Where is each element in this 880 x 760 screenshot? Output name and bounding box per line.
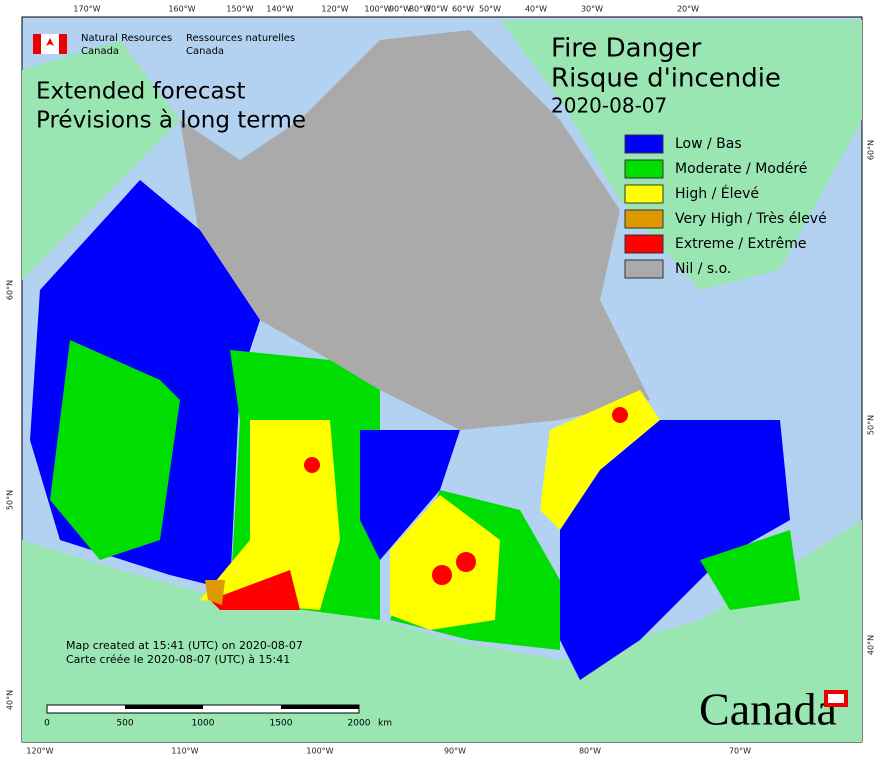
lon-label: 160°W [168,5,195,14]
lat-label: 60°N [867,140,876,160]
title: Risque d'incendie [551,64,781,94]
legend: Low / Bas Moderate / Modéré High / Élevé Ve… [624,134,827,279]
lon-label: 150°W [226,5,253,14]
legend-swatch [624,234,664,254]
note: Map created at 15:41 (UTC) on 2020-08-07 [66,639,303,652]
lon-label: 100°W [364,5,391,14]
flag-leaf [46,38,54,46]
scale-bar-seg [125,705,203,709]
scale-bar: 0 500 1000 1500 2000 km [44,704,392,729]
lon-label: 30°W [581,5,603,14]
legend-label: Low / Bas [675,136,742,152]
legend-label: Nil / s.o. [675,261,731,277]
scale-label: 500 [116,719,133,729]
lon-label: 140°W [266,5,293,14]
lon-label: 20°W [677,5,699,14]
title: Fire Danger [551,34,702,64]
ontario-high [390,495,500,630]
lon-label: 60°W [452,5,474,14]
prairie-very-high [205,580,225,605]
flag-bar [33,34,41,54]
agency-en: Natural Resources [81,33,172,44]
agency-fr: Canada [186,46,224,57]
quebec-high [540,390,660,530]
scale-label: 1000 [192,719,215,729]
lon-label: 120°W [321,5,348,14]
legend-label: Moderate / Modéré [675,161,807,177]
lat-label: 50°N [6,490,15,510]
lon-label: 70°W [426,5,448,14]
legend-swatch [624,134,664,154]
scale-label: 1500 [270,719,293,729]
scale-label: 0 [44,719,50,729]
legend-swatch [624,159,664,179]
alaska [22,40,180,280]
lat-label: 50°N [867,415,876,435]
lon-label: 80°W [579,747,601,756]
lon-label: 110°W [171,747,198,756]
legend-label: High / Élevé [675,185,759,202]
legend-label: Extreme / Extrême [675,236,806,252]
bc-moderate [50,340,180,560]
scale-label: 2000 [348,719,371,729]
legend-label: Very High / Très élevé [675,211,827,227]
maritimes-moderate [700,530,800,610]
scale-unit: km [378,719,392,729]
note: Carte créée le 2020-08-07 (UTC) à 15:41 [66,653,290,666]
usa [22,520,862,742]
subtitle: Prévisions à long terme [36,108,306,134]
greenland [500,20,862,290]
lat-label: 40°N [6,690,15,710]
lon-label: 90°W [389,5,411,14]
wordmark: Canada [699,684,837,735]
ontario-extreme [432,565,452,585]
quebec-extreme [612,407,628,423]
scale-bar-seg [281,705,359,709]
lon-label: 70°W [729,747,751,756]
agency-en: Canada [81,46,119,57]
prairie-extreme [210,570,300,610]
lon-label: 100°W [306,747,333,756]
manitoba-low [360,430,460,560]
lon-label: 90°W [444,747,466,756]
legend-swatch [624,184,664,204]
lat-label: 60°N [6,280,15,300]
legend-swatch [624,209,664,229]
land [22,20,862,742]
lon-label: 80°W [409,5,431,14]
lon-label: 170°W [73,5,100,14]
legend-swatch [624,259,664,279]
lat-label: 40°N [867,635,876,655]
date: 2020-08-07 [551,94,667,118]
lon-label: 40°W [525,5,547,14]
logo [33,34,67,54]
ontario-extreme [456,552,476,572]
arctic-nil [180,30,650,430]
agency-fr: Ressources naturelles [186,33,295,44]
quebec-low [560,420,790,680]
subtitle: Extended forecast [36,79,246,105]
prairie-extreme-spot [304,457,320,473]
lon-label: 50°W [479,5,501,14]
lon-label: 120°W [26,747,53,756]
wordmark-flag [824,690,848,707]
flag-bar [59,34,67,54]
graticule-labels: 170°W 160°W 150°W 140°W 120°W 100°W90°W80°W70… [6,5,876,756]
